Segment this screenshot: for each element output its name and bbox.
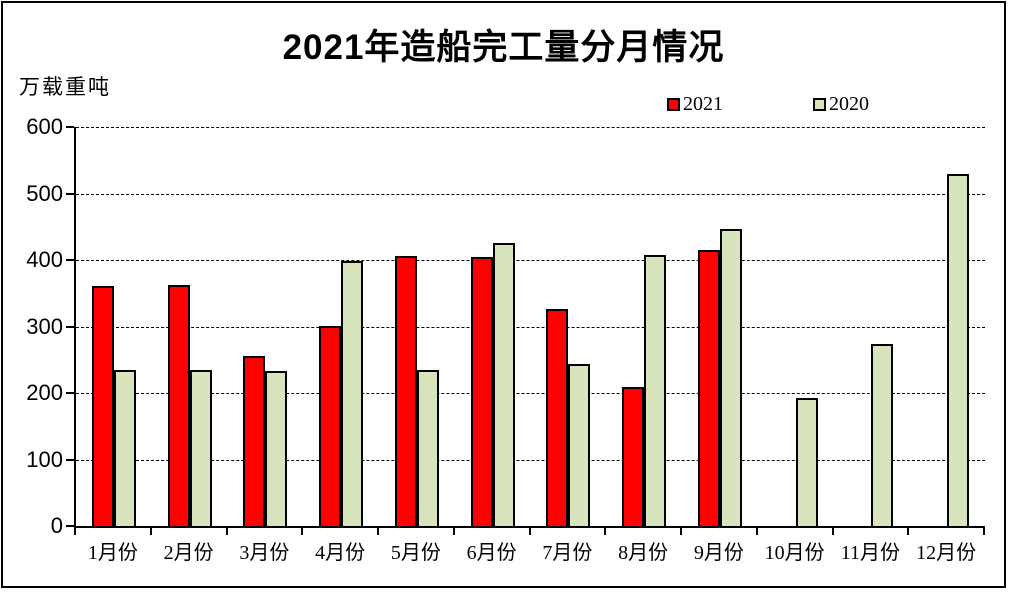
bar-2021-4月份 (319, 325, 342, 526)
y-tick-label-600: 600 (26, 114, 63, 139)
bar-2021-9月份 (697, 250, 720, 526)
x-tick-mark-9 (755, 528, 758, 535)
legend-item-2021: 2021 (667, 94, 723, 114)
y-tick-label-400: 400 (26, 247, 63, 272)
x-tick-mark-5 (452, 528, 455, 535)
gridline-400 (76, 260, 985, 261)
y-tick-mark-0 (66, 525, 74, 527)
bar-2020-10月份 (795, 397, 818, 526)
bar-2020-4月份 (341, 260, 364, 526)
plot-area (74, 127, 985, 528)
bar-2021-5月份 (394, 256, 417, 526)
gridline-200 (76, 393, 985, 394)
x-axis-label-1月份: 1月份 (87, 542, 138, 564)
y-tick-label-0: 0 (50, 513, 63, 538)
legend-item-2020: 2020 (813, 94, 869, 114)
x-axis-label-6月份: 6月份 (466, 542, 517, 564)
y-tick-mark-300 (66, 325, 74, 328)
bar-2020-3月份 (265, 371, 288, 526)
y-tick-label-300: 300 (26, 313, 63, 339)
bar-2021-8月份 (622, 387, 645, 526)
y-tick-label-200: 200 (26, 380, 63, 405)
y-tick-mark-400 (66, 259, 74, 261)
x-tick-mark-0 (74, 528, 76, 535)
bar-2021-7月份 (546, 308, 569, 526)
y-tick-mark-200 (66, 392, 74, 394)
x-axis-label-11月份: 11月份 (840, 542, 901, 564)
x-axis-label-5月份: 5月份 (390, 542, 441, 564)
legend-label-2020: 2020 (829, 93, 869, 115)
x-tick-mark-8 (680, 528, 682, 535)
x-tick-mark-3 (301, 528, 304, 535)
x-tick-mark-11 (907, 528, 910, 535)
bar-2020-8月份 (644, 254, 667, 526)
y-tick-mark-100 (66, 458, 74, 461)
bar-2021-2月份 (167, 284, 190, 526)
x-tick-mark-4 (377, 528, 379, 535)
y-tick-mark-500 (66, 192, 74, 195)
x-tick-mark-1 (149, 528, 152, 535)
bar-2021-3月份 (243, 356, 266, 526)
bar-2020-7月份 (568, 363, 591, 526)
bar-2020-2月份 (189, 369, 212, 526)
legend-label-2021: 2021 (683, 93, 723, 115)
bar-2020-9月份 (719, 228, 742, 526)
x-tick-mark-6 (528, 528, 531, 535)
legend-swatch-2021 (667, 97, 680, 111)
bar-2020-12月份 (947, 174, 970, 526)
x-axis-label-7月份: 7月份 (542, 542, 593, 564)
y-tick-label-500: 500 (26, 180, 63, 206)
chart-title: 2021年造船完工量分月情况 (282, 28, 725, 67)
y-tick-label-100: 100 (26, 446, 63, 472)
legend-swatch-2020 (813, 97, 826, 111)
bar-2020-6月份 (492, 242, 515, 526)
bar-2020-11月份 (871, 344, 894, 526)
x-axis-label-10月份: 10月份 (764, 542, 825, 564)
bar-2021-1月份 (91, 285, 114, 526)
gridline-300 (76, 326, 985, 328)
x-tick-mark-12 (983, 528, 985, 535)
bar-2020-5月份 (416, 369, 439, 526)
y-axis-unit-label: 万载重吨 (19, 76, 111, 99)
x-axis-label-4月份: 4月份 (315, 542, 366, 564)
x-axis-label-3月份: 3月份 (239, 542, 290, 564)
x-tick-mark-2 (225, 528, 228, 535)
bar-2020-1月份 (113, 370, 136, 526)
x-tick-mark-7 (604, 528, 607, 535)
y-tick-mark-600 (66, 126, 74, 128)
x-axis-label-12月份: 12月份 (916, 542, 977, 564)
gridline-100 (76, 459, 985, 461)
x-axis-label-8月份: 8月份 (618, 542, 669, 564)
gridline-500 (76, 193, 985, 195)
bar-2021-6月份 (470, 256, 493, 526)
x-tick-mark-10 (831, 528, 834, 535)
x-axis-label-2月份: 2月份 (163, 542, 214, 564)
gridline-600 (76, 127, 985, 128)
x-axis-label-9月份: 9月份 (693, 542, 744, 564)
